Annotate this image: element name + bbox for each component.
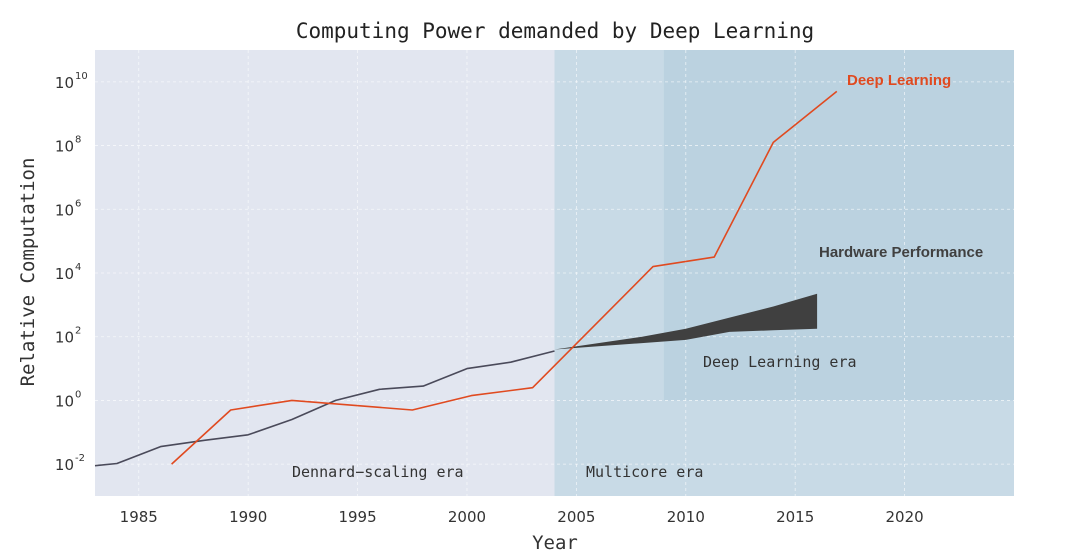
x-tick-label: 1985	[120, 508, 158, 526]
y-tick-base: 10	[55, 329, 74, 347]
multicore-era-label: Multicore era	[586, 463, 703, 481]
y-tick-label: 10 10	[55, 71, 88, 92]
y-tick-base: 10	[55, 456, 74, 474]
x-axis-label: Year	[532, 532, 578, 554]
y-tick-exponent: 8	[75, 135, 81, 146]
y-tick-base: 10	[55, 201, 74, 219]
y-tick-exponent: 10	[75, 71, 88, 82]
x-tick-label: 2010	[667, 508, 705, 526]
y-axis-label: Relative Computation	[17, 158, 39, 387]
y-tick-label: 10 -2	[55, 453, 85, 474]
x-tick-label: 2015	[776, 508, 814, 526]
deep-learning-series-label: Deep Learning	[847, 72, 951, 89]
computation-line	[94, 350, 555, 467]
y-tick-base: 10	[55, 392, 74, 410]
y-tick-base: 10	[55, 265, 74, 283]
hardware-performance-area	[554, 293, 818, 350]
y-tick-label: 10 4	[55, 262, 81, 283]
deep-learning-line	[171, 90, 838, 465]
chart-title: Computing Power demanded by Deep Learnin…	[296, 19, 814, 43]
y-tick-exponent: 2	[75, 326, 81, 337]
y-tick-base: 10	[55, 74, 74, 92]
series-lines	[94, 90, 838, 467]
y-tick-base: 10	[55, 138, 74, 156]
y-tick-label: 10 8	[55, 135, 81, 156]
x-tick-label: 1990	[229, 508, 267, 526]
x-tick-label: 2005	[557, 508, 595, 526]
y-tick-exponent: -2	[75, 453, 85, 464]
x-tick-label: 1995	[338, 508, 376, 526]
y-tick-label: 10 2	[55, 326, 81, 347]
deep-learning-era-label: Deep Learning era	[703, 353, 857, 371]
dennard-scaling-era-label: Dennard−scaling era	[292, 463, 464, 481]
x-tick-label: 2000	[448, 508, 486, 526]
y-tick-exponent: 0	[75, 389, 81, 400]
y-tick-exponent: 6	[75, 198, 81, 209]
deep-learning-era-region	[663, 50, 1014, 401]
y-tick-label: 10 6	[55, 198, 81, 219]
x-axis-ticks: 1985 1990 1995 2000 2005 2010 2015 2020	[120, 508, 924, 526]
hardware-performance-label: Hardware Performance	[819, 244, 983, 261]
x-tick-label: 2020	[886, 508, 924, 526]
y-tick-exponent: 4	[75, 262, 81, 273]
hardware-performance-band	[554, 293, 818, 350]
y-tick-label: 10 0	[55, 389, 81, 410]
